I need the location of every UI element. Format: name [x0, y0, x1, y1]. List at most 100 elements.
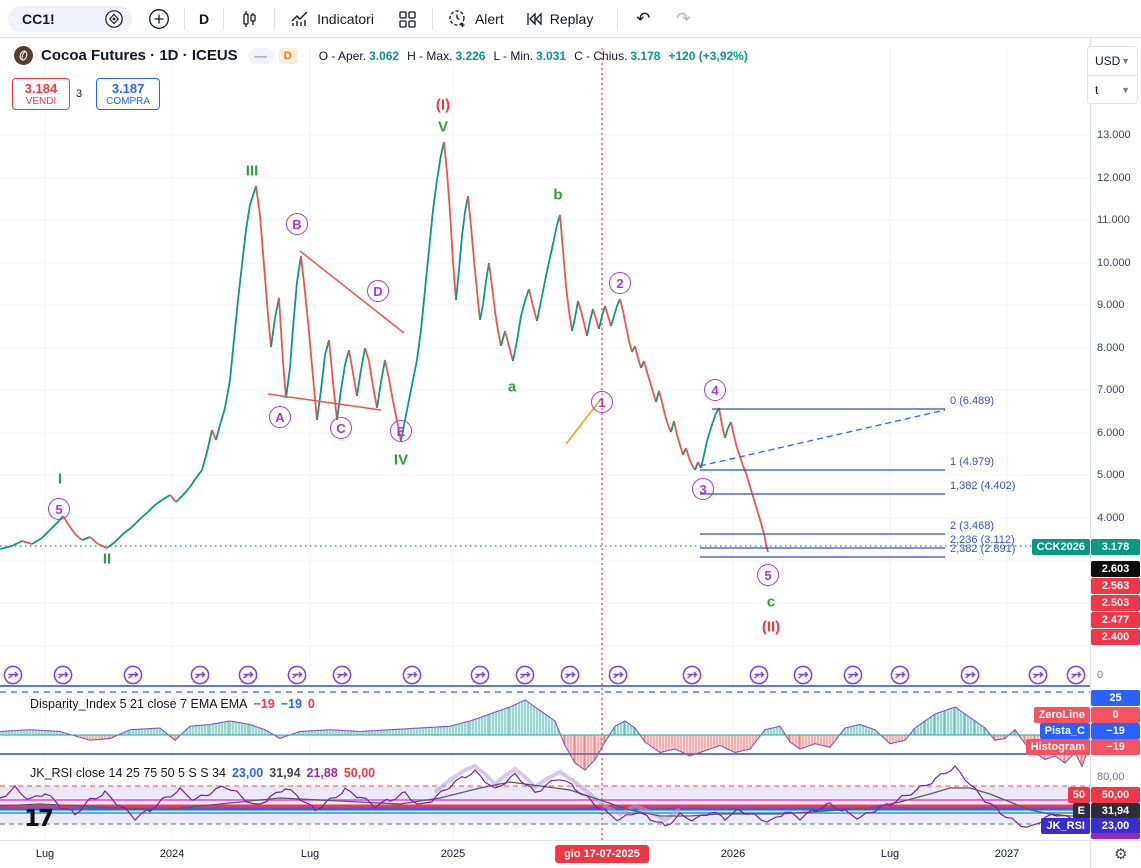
indicators-button[interactable]: Indicatori — [283, 8, 380, 30]
wave-circle-label[interactable]: D — [367, 280, 389, 302]
wave-label[interactable]: (I) — [435, 96, 451, 114]
wave-label[interactable]: c — [766, 593, 776, 611]
arrow-marker-icon[interactable] — [2, 664, 24, 686]
top-toolbar: CC1! D Indicatori — [0, 0, 1141, 38]
fib-level-label[interactable]: 1,382 (4.402) — [950, 480, 1016, 492]
price-tick: 5.000 — [1097, 469, 1125, 481]
rsi-scale-label: 80,00 — [1097, 771, 1125, 783]
fib-level-label[interactable]: 2 (3.468) — [950, 520, 995, 532]
wave-label[interactable]: a — [507, 378, 517, 396]
wave-label[interactable]: II — [102, 550, 112, 568]
cocoa-logo — [14, 46, 33, 65]
chart-legend: Cocoa Futures · 1D · ICEUS — D O - Aper.… — [0, 46, 748, 65]
wave-label[interactable]: I — [57, 470, 63, 488]
wave-circle-label[interactable]: 2 — [609, 272, 631, 294]
wave-circle-label[interactable]: C — [330, 417, 352, 439]
arrow-marker-icon[interactable] — [514, 664, 536, 686]
alert-button[interactable]: Alert — [441, 8, 510, 30]
wave-circle-label[interactable]: B — [286, 213, 308, 235]
contract-name-badge: CCK2026 — [1031, 539, 1090, 555]
indicator-name-badge: Pista_C — [1039, 723, 1090, 739]
markers-axis-label: 0 — [1097, 669, 1104, 681]
toolbar-divider — [223, 7, 225, 30]
wave-circle-label[interactable]: 3 — [692, 478, 714, 500]
buy-button[interactable]: 3.187 COMPRA — [96, 78, 161, 110]
tradingview-logo: 17 — [24, 806, 54, 832]
wave-circle-label[interactable]: 4 — [704, 379, 726, 401]
arrow-marker-icon[interactable] — [286, 664, 308, 686]
arrow-marker-icon[interactable] — [959, 664, 981, 686]
time-label: 2025 — [440, 848, 466, 860]
fib-level-label[interactable]: 2,236 (3.112) — [950, 534, 1015, 546]
price-tick: 9.000 — [1097, 299, 1125, 311]
ohlc-low-value: 3.031 — [536, 48, 567, 63]
indicator-value-badge: 50,00 — [1091, 787, 1140, 803]
redo-button[interactable]: ↷ — [676, 8, 691, 28]
arrow-marker-icon[interactable] — [792, 664, 814, 686]
fib-level-label[interactable]: 0 (6.489) — [950, 395, 995, 407]
wave-circle-label[interactable]: A — [269, 406, 291, 428]
time-axis[interactable]: ⚙ Lug 2024 Lug 2025 2026 Lug 2027 gio 17-07-202… — [0, 840, 1141, 868]
indicator-name-badge: ZeroLine — [1033, 707, 1090, 723]
symbol-title[interactable]: Cocoa Futures · 1D · ICEUS — [41, 47, 238, 64]
gear-icon[interactable]: ⚙ — [1114, 846, 1128, 863]
wave-label[interactable]: IV — [393, 451, 409, 469]
arrow-marker-icon[interactable] — [469, 664, 491, 686]
arrow-marker-icon[interactable] — [559, 664, 581, 686]
arrow-marker-icon[interactable] — [889, 664, 911, 686]
wave-circle-label[interactable]: 5 — [48, 498, 70, 520]
indicator-value-badge: −19 — [1091, 723, 1140, 739]
chevron-down-icon: ▼ — [1121, 85, 1130, 95]
arrow-marker-icon[interactable] — [1065, 664, 1087, 686]
price-chart-canvas[interactable] — [0, 38, 1090, 840]
wave-label[interactable]: V — [437, 118, 449, 136]
add-symbol-button[interactable] — [142, 5, 176, 33]
indicator-name-badge: Histogram — [1025, 739, 1090, 755]
wave-label[interactable]: III — [245, 162, 259, 180]
fib-level-label[interactable]: 1 (4.979) — [950, 456, 995, 468]
interval-button[interactable]: D — [199, 10, 210, 27]
arrow-marker-icon[interactable] — [189, 664, 211, 686]
arrow-marker-icon[interactable] — [331, 664, 353, 686]
arrow-marker-icon[interactable] — [748, 664, 770, 686]
indicator-value: 0 — [307, 697, 315, 711]
sell-button[interactable]: 3.184 VENDI — [12, 78, 70, 110]
arrow-marker-icon[interactable] — [237, 664, 259, 686]
fib-level-label[interactable]: 2,382 (2.891) — [950, 543, 1016, 555]
symbol-search[interactable]: CC1! — [8, 5, 132, 32]
rsi-title-row[interactable]: JK_RSI close 14 25 75 50 5 S S 34 23,00 31… — [30, 766, 375, 780]
replay-button[interactable]: Replay — [518, 9, 600, 29]
disparity-title-row[interactable]: Disparity_Index 5 21 close 7 EMA EMA −19−… — [30, 697, 315, 711]
arrow-marker-icon[interactable] — [681, 664, 703, 686]
wave-circle-label[interactable]: 5 — [757, 564, 779, 586]
wave-circle-label[interactable]: 1 — [591, 391, 613, 413]
layout-grid-button[interactable] — [390, 5, 424, 33]
change-value: +120 (+3,92%) — [668, 48, 748, 63]
price-axis[interactable]: 13.000 12.000 11.000 10.000 9.000 8.000 7.000 6… — [1090, 38, 1141, 840]
time-label: Lug — [300, 848, 320, 860]
ohlc-open-label: O - Aper. — [318, 48, 367, 63]
symbol-name: CC1! — [22, 10, 55, 27]
arrow-marker-icon[interactable] — [122, 664, 144, 686]
arrow-marker-icon[interactable] — [842, 664, 864, 686]
toolbar-divider — [431, 7, 433, 30]
indicator-value: 50,00 — [343, 766, 376, 780]
currency-dropdown[interactable]: USD ▼ — [1088, 47, 1137, 75]
interval-badge[interactable]: D — [278, 47, 297, 64]
wave-circle-label[interactable]: E — [390, 420, 412, 442]
arrow-marker-icon[interactable] — [401, 664, 423, 686]
unit-dropdown[interactable]: t ▼ — [1088, 76, 1137, 104]
collapse-legend-button[interactable]: — — [247, 47, 274, 64]
arrow-marker-icon[interactable] — [607, 664, 629, 686]
arrow-marker-icon[interactable] — [1027, 664, 1049, 686]
chart-style-button[interactable] — [232, 5, 266, 33]
wave-label[interactable]: b — [553, 186, 563, 204]
indicator-name-badge: 50 — [1067, 787, 1090, 803]
arrow-marker-icon[interactable] — [52, 664, 74, 686]
indicator-value-badge: 0 — [1091, 707, 1140, 723]
undo-button[interactable]: ↶ — [636, 8, 651, 28]
ohlc-low-label: L - Min. — [493, 48, 534, 63]
wave-label[interactable]: (II) — [761, 618, 781, 636]
unit-value: t — [1095, 83, 1099, 97]
